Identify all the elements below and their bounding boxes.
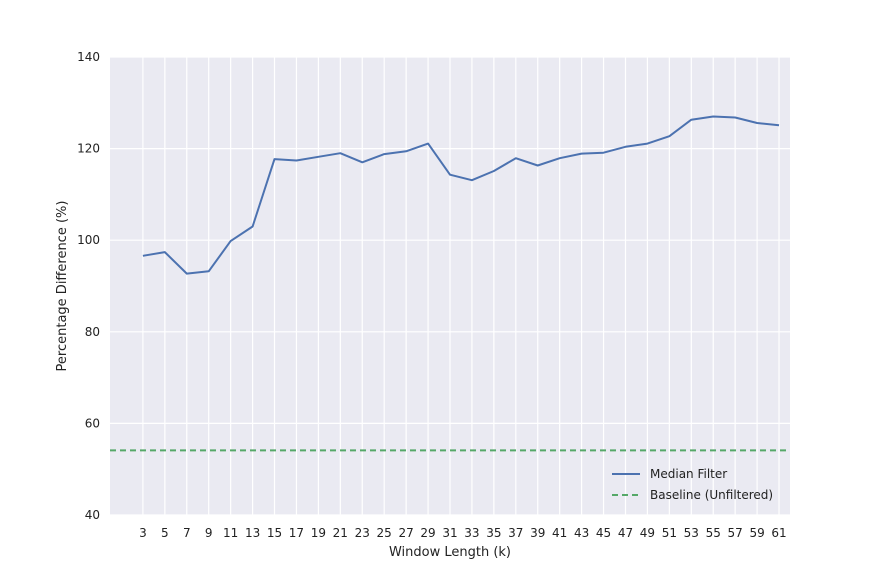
y-tick-label: 40 — [85, 508, 100, 522]
x-tick-label: 15 — [267, 526, 282, 540]
x-tick-label: 61 — [771, 526, 786, 540]
x-tick-label: 21 — [333, 526, 348, 540]
x-tick-label: 7 — [183, 526, 191, 540]
x-tick-label: 25 — [377, 526, 392, 540]
grid-lines — [110, 56, 790, 516]
x-tick-label: 33 — [464, 526, 479, 540]
legend-label-baseline: Baseline (Unfiltered) — [650, 488, 773, 502]
x-tick-label: 11 — [223, 526, 238, 540]
x-tick-label: 57 — [728, 526, 743, 540]
x-tick-label: 13 — [245, 526, 260, 540]
series-layer — [110, 115, 790, 452]
x-tick-label: 53 — [684, 526, 699, 540]
x-tick-label: 55 — [706, 526, 721, 540]
x-tick-label: 31 — [442, 526, 457, 540]
y-tick-label: 140 — [77, 50, 100, 64]
y-tick-label: 100 — [77, 233, 100, 247]
x-tick-label: 29 — [420, 526, 435, 540]
x-tick-label: 37 — [508, 526, 523, 540]
y-tick-label: 120 — [77, 142, 100, 156]
x-tick-label: 39 — [530, 526, 545, 540]
series-line-median-filter — [142, 115, 780, 275]
x-tick-label: 49 — [640, 526, 655, 540]
x-tick-label: 5 — [161, 526, 169, 540]
y-tick-label: 60 — [85, 416, 100, 430]
legend-label-median-filter: Median Filter — [650, 467, 727, 481]
x-tick-label: 43 — [574, 526, 589, 540]
x-tick-label: 3 — [139, 526, 147, 540]
x-tick-label: 45 — [596, 526, 611, 540]
y-axis-label: Percentage Difference (%) — [55, 201, 70, 372]
x-tick-label: 59 — [749, 526, 764, 540]
legend: Median Filter Baseline (Unfiltered) — [612, 467, 773, 502]
y-tick-labels: 40 60 80 100 120 140 — [77, 50, 100, 522]
x-tick-label: 47 — [618, 526, 633, 540]
x-tick-label: 17 — [289, 526, 304, 540]
x-tick-label: 51 — [662, 526, 677, 540]
x-tick-label: 35 — [486, 526, 501, 540]
x-axis-label: Window Length (k) — [389, 545, 511, 560]
x-tick-label: 19 — [311, 526, 326, 540]
x-tick-labels: 3 5 7 9 11 13 15 17 19 21 23 25 27 29 31 33 35 37 39 41 43 45… — [139, 526, 787, 540]
x-tick-label: 41 — [552, 526, 567, 540]
y-tick-label: 80 — [85, 325, 100, 339]
x-tick-label: 27 — [398, 526, 413, 540]
x-tick-label: 23 — [355, 526, 370, 540]
x-tick-label: 9 — [205, 526, 213, 540]
